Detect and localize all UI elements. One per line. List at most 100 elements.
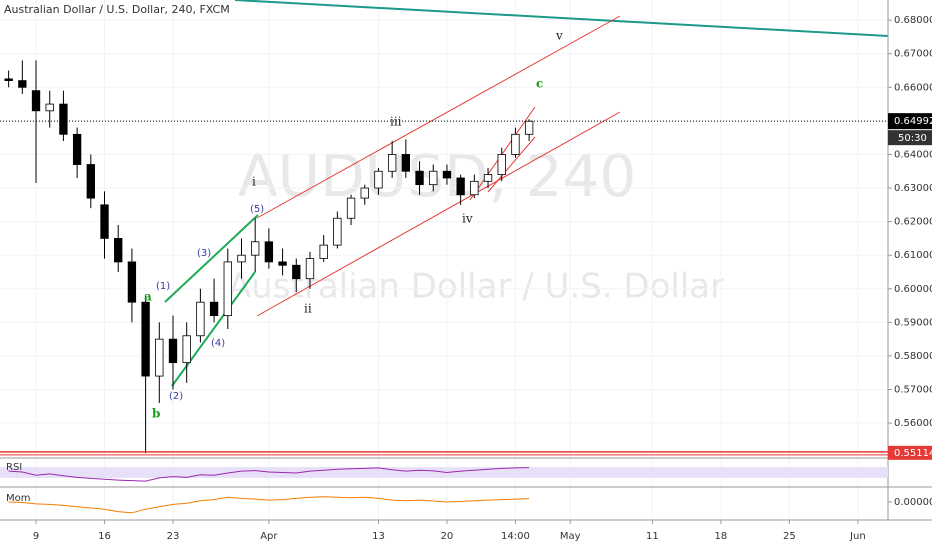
indicator-line xyxy=(8,467,530,482)
candle-body xyxy=(456,177,465,196)
y-tick-label: 0.57000 xyxy=(894,385,932,396)
last-price-tag xyxy=(888,113,932,130)
candle-body xyxy=(524,120,534,135)
candle-body xyxy=(264,241,274,263)
y-tick-label: 0.00000 xyxy=(894,497,932,508)
wave-label: (4) xyxy=(211,338,225,349)
y-tick-label: 0.66000 xyxy=(894,82,932,93)
x-tick-label: 16 xyxy=(98,531,111,542)
x-tick-label: 13 xyxy=(372,531,385,542)
trend-line xyxy=(234,0,889,37)
candle-body xyxy=(442,170,452,179)
channel-line xyxy=(171,271,256,387)
candle-body xyxy=(497,154,506,176)
wave-label: (3) xyxy=(197,248,211,259)
candle-body xyxy=(387,154,397,172)
wave-label: (2) xyxy=(169,391,183,402)
candle-body xyxy=(429,170,438,186)
x-tick-label: 14:00 xyxy=(501,531,530,542)
candle-body xyxy=(59,103,68,135)
candle-body xyxy=(292,264,301,280)
countdown-label: 50:30 xyxy=(898,133,927,144)
support-label: 0.55114 xyxy=(894,448,932,459)
y-tick-label: 0.63000 xyxy=(894,183,932,194)
wave-label: iii xyxy=(390,115,402,129)
candle-body xyxy=(483,174,493,182)
candle-body xyxy=(374,170,383,189)
candle-body xyxy=(346,197,356,219)
candle-body xyxy=(333,217,342,246)
candle-body xyxy=(155,338,164,377)
candle-body xyxy=(223,261,232,317)
y-tick-label: 0.58000 xyxy=(894,351,932,362)
y-tick-label: 0.67000 xyxy=(894,49,932,60)
y-tick-label: 0.62000 xyxy=(894,217,932,228)
y-tick-label: 0.64000 xyxy=(894,149,932,160)
channel-line xyxy=(469,106,536,201)
grid xyxy=(0,0,888,520)
chart-title: Australian Dollar / U.S. Dollar, 240, FX… xyxy=(4,3,230,16)
candles xyxy=(4,60,534,454)
y-tick-label: 0.68000 xyxy=(894,15,932,26)
x-tick-label: 11 xyxy=(646,531,659,542)
watermark-description: Australian Dollar / U.S. Dollar xyxy=(228,267,724,307)
candle-body xyxy=(31,90,41,112)
wave-label: (5) xyxy=(250,204,264,215)
candle-body xyxy=(237,254,246,263)
candle-body xyxy=(141,301,150,377)
candle-body xyxy=(168,338,178,364)
wave-label: i xyxy=(252,175,256,189)
overlays: 0.680000.670000.660000.650000.640000.630… xyxy=(0,15,932,542)
candle-body xyxy=(360,187,369,199)
wave-label: v xyxy=(555,29,563,43)
candle-body xyxy=(401,154,411,172)
last-price-label: 0.64992 xyxy=(894,116,932,127)
candle-body xyxy=(278,261,287,266)
candle-body xyxy=(86,164,95,199)
candle-body xyxy=(511,133,520,155)
y-tick-label: 0.56000 xyxy=(894,418,932,429)
candle-body xyxy=(182,335,191,364)
y-tick-label: 0.60000 xyxy=(894,284,932,295)
candle-body xyxy=(72,133,82,165)
candle-body xyxy=(114,238,123,263)
candle-body xyxy=(4,78,13,81)
y-tick-label: 0.59000 xyxy=(894,317,932,328)
channel-line xyxy=(256,111,621,317)
wave-label: ii xyxy=(304,302,312,316)
candle-body xyxy=(470,180,479,196)
countdown-tag xyxy=(888,130,932,146)
support-tag xyxy=(888,445,932,460)
y-tick-label: 0.61000 xyxy=(894,250,932,261)
channel-line xyxy=(164,214,259,303)
channel-line xyxy=(256,15,621,219)
candle-body xyxy=(251,241,260,256)
candle-body xyxy=(319,244,328,259)
x-tick-label: 25 xyxy=(783,531,796,542)
indicator-name: RSI xyxy=(6,462,22,473)
x-tick-label: 18 xyxy=(715,531,728,542)
indicator-line xyxy=(8,496,530,514)
candle-body xyxy=(415,170,424,186)
x-tick-label: 23 xyxy=(167,531,180,542)
x-tick-label: 20 xyxy=(441,531,454,542)
candle-body xyxy=(209,301,219,317)
wave-label: (1) xyxy=(156,281,170,292)
indicator-name: Mom xyxy=(6,493,31,504)
wave-label: c xyxy=(536,77,543,91)
candle-body xyxy=(127,261,137,303)
candle-body xyxy=(45,103,54,112)
wave-label: b xyxy=(152,407,160,421)
x-tick-label: Apr xyxy=(260,531,278,542)
candle-body xyxy=(100,204,109,239)
channel-line xyxy=(487,136,536,193)
candle-body xyxy=(196,301,205,337)
candle-body xyxy=(305,258,315,280)
wave-label: a xyxy=(144,290,152,304)
x-tick-label: 9 xyxy=(33,531,39,542)
wave-label: iv xyxy=(462,212,473,226)
x-tick-label: May xyxy=(560,531,581,542)
candle-body xyxy=(18,80,27,88)
x-tick-label: Jun xyxy=(849,531,866,542)
